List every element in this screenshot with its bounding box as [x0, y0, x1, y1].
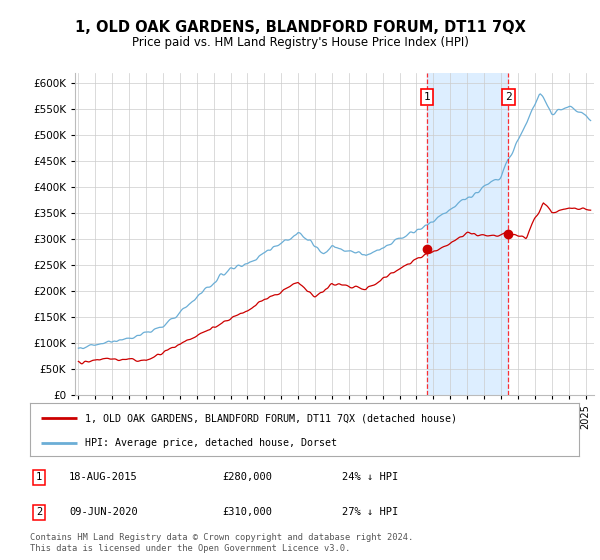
Text: 27% ↓ HPI: 27% ↓ HPI [342, 507, 398, 517]
Text: 09-JUN-2020: 09-JUN-2020 [69, 507, 138, 517]
Text: 2: 2 [505, 92, 512, 102]
Text: £280,000: £280,000 [222, 472, 272, 482]
Bar [427, 73, 508, 395]
Text: 1, OLD OAK GARDENS, BLANDFORD FORUM, DT11 7QX (detached house): 1, OLD OAK GARDENS, BLANDFORD FORUM, DT1… [85, 413, 457, 423]
Text: £310,000: £310,000 [222, 507, 272, 517]
Text: HPI: Average price, detached house, Dorset: HPI: Average price, detached house, Dors… [85, 438, 337, 448]
Text: 18-AUG-2015: 18-AUG-2015 [69, 472, 138, 482]
Text: Price paid vs. HM Land Registry's House Price Index (HPI): Price paid vs. HM Land Registry's House … [131, 36, 469, 49]
Text: 1: 1 [424, 92, 431, 102]
Text: Contains HM Land Registry data © Crown copyright and database right 2024.
This d: Contains HM Land Registry data © Crown c… [30, 533, 413, 553]
Text: 1: 1 [36, 472, 42, 482]
Text: 1, OLD OAK GARDENS, BLANDFORD FORUM, DT11 7QX: 1, OLD OAK GARDENS, BLANDFORD FORUM, DT1… [74, 20, 526, 35]
Text: 24% ↓ HPI: 24% ↓ HPI [342, 472, 398, 482]
Text: 2: 2 [36, 507, 42, 517]
